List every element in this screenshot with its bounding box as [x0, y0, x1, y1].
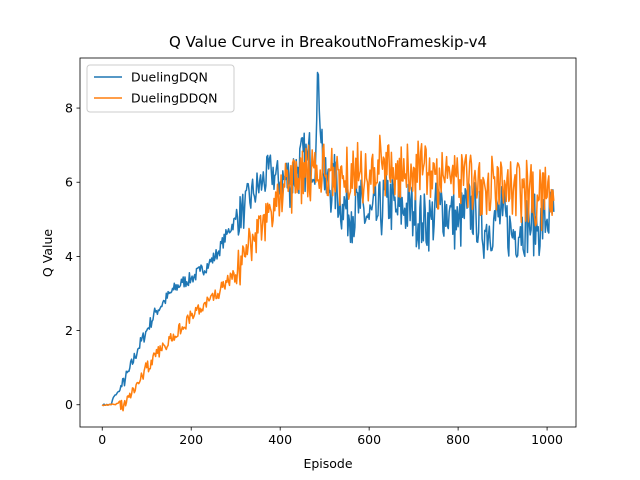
series-line-duelingdqn [101, 71, 555, 407]
x-tick-label: 1000 [531, 432, 563, 447]
y-tick-label: 2 [65, 323, 73, 338]
y-tick-label: 4 [65, 249, 73, 264]
x-tick-label: 0 [98, 432, 106, 447]
chart-title: Q Value Curve in BreakoutNoFrameskip-v4 [169, 33, 487, 51]
y-tick-label: 0 [65, 397, 73, 412]
legend-label-duelingdqn: DuelingDQN [131, 70, 208, 85]
y-tick-label: 8 [65, 101, 73, 116]
legend: DuelingDQN DuelingDDQN [86, 64, 235, 113]
plot-area: 0 200 400 600 800 100002468DuelingDQNDuelingD… [65, 57, 577, 447]
legend-label-duelingddqn: DuelingDDQN [131, 91, 217, 106]
series-line-duelingddqn [101, 134, 555, 412]
axes-frame [79, 57, 577, 428]
x-tick-label: 800 [446, 432, 470, 447]
x-axis-label: Episode [303, 456, 352, 471]
x-tick-label: 600 [357, 432, 381, 447]
legend-box [86, 64, 235, 113]
x-tick-label: 200 [179, 432, 203, 447]
y-tick-label: 6 [65, 175, 73, 190]
x-tick-label: 400 [268, 432, 292, 447]
y-axis-label: Q Value [40, 229, 55, 277]
